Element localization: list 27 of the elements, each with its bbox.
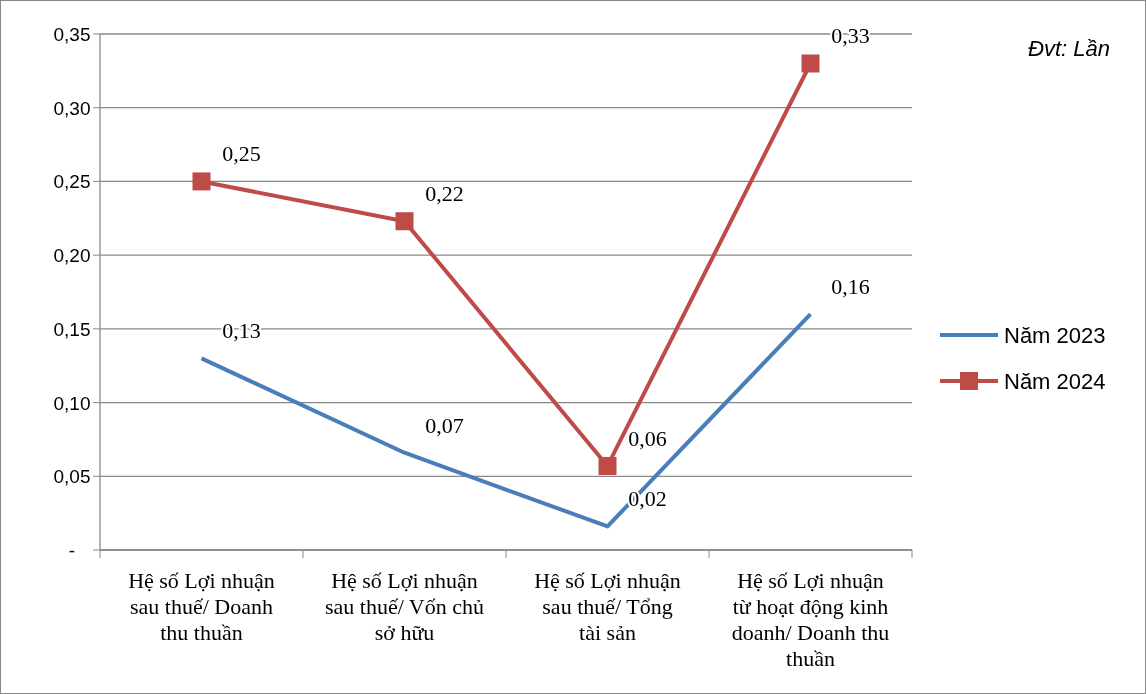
y-tick-label: 0,35	[53, 24, 91, 45]
x-tick-label: Hệ số Lợi nhuận sau thuế/ Tổng tài sản	[534, 568, 681, 645]
data-label: 0,13	[222, 318, 261, 344]
legend-label: Năm 2024	[1004, 369, 1106, 394]
y-tick-label: 0,10	[53, 392, 91, 414]
y-tick-label: 0,20	[53, 245, 91, 267]
point	[598, 456, 617, 475]
y-tick-label: 0,05	[53, 466, 91, 488]
point	[192, 172, 211, 191]
y-tick-label: 0,15	[53, 318, 91, 340]
data-label: 0,07	[425, 412, 464, 438]
x-tick-label: Hệ số Lợi nhuận từ hoạt động kinh doanh/ Doanh thu thuần	[731, 568, 890, 671]
point	[801, 54, 820, 73]
text: Đvt: Lần	[1028, 36, 1110, 61]
legend-label: Năm 2023	[1004, 323, 1106, 348]
data-label: 0,06	[628, 425, 667, 451]
line-series	[199, 312, 813, 529]
y-tick-label: 0,30	[53, 97, 91, 119]
data-label: 0,22	[425, 181, 464, 207]
point	[395, 212, 414, 231]
data-label: 0,33	[831, 23, 870, 49]
x-tick-label: Hệ số Lợi nhuận sau thuế/ Vốn chủ sở hữu	[324, 568, 485, 645]
y-tick-label: 0,25	[53, 171, 91, 193]
data-label: 0,16	[831, 274, 870, 300]
y-tick-label: -	[68, 540, 76, 561]
data-label: 0,25	[222, 141, 261, 167]
x-tick-label: Hệ số Lợi nhuận sau thuế/ Doanh thu thuần	[128, 568, 275, 645]
